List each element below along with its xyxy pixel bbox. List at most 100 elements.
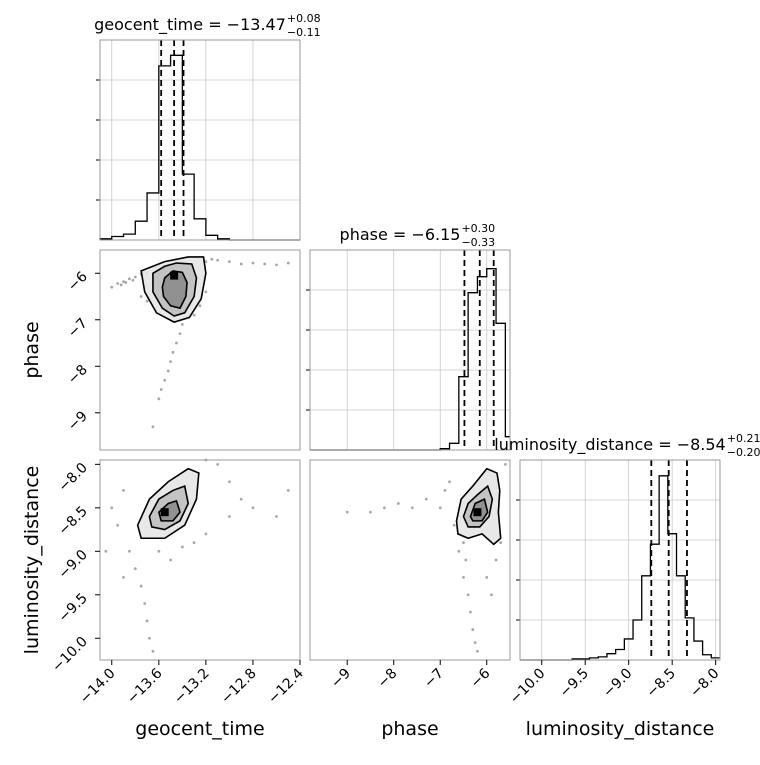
sample-point (239, 497, 243, 501)
sample-point (192, 541, 196, 545)
sample-point (251, 261, 255, 265)
sample-point (410, 506, 414, 510)
sample-point (239, 262, 243, 266)
sample-point (139, 584, 143, 588)
sample-point (133, 567, 137, 571)
ytick-label: −8.0 (55, 460, 90, 495)
sample-point (157, 397, 161, 401)
sample-point (171, 350, 175, 354)
hist-title-luminosity_distance: luminosity_distance = −8.54 (494, 435, 725, 455)
sample-point (466, 593, 470, 597)
hist-title-geocent_time: geocent_time = −13.47 (94, 15, 286, 35)
sample-point (228, 515, 231, 518)
yaxis-label-phase: phase (21, 321, 43, 378)
hist-title-sup-geocent_time: +0.08 (287, 12, 321, 25)
sample-point (216, 462, 220, 466)
density-peak (160, 508, 169, 517)
sample-point (383, 506, 386, 510)
sample-point (104, 549, 108, 553)
sample-point (228, 480, 231, 484)
sample-point (119, 283, 123, 287)
xtick-label: −10.0 (507, 666, 549, 708)
sample-point (116, 523, 120, 527)
sample-point (489, 593, 493, 597)
sample-point (228, 260, 231, 264)
hist-title-sup-luminosity_distance: +0.21 (727, 432, 760, 445)
yaxis-luminosity_distance: −8.0 −8.5 −9.0 −9.5 −10.0 luminosity_distance (21, 460, 100, 676)
sample-point (462, 575, 465, 579)
histogram-step-luminosity_distance (520, 475, 720, 661)
sample-point (180, 323, 184, 326)
xtick-label: −13.6 (124, 665, 166, 707)
sample-point (286, 261, 290, 265)
sample-point (166, 369, 170, 373)
sample-point (204, 260, 208, 264)
sample-point (180, 545, 184, 549)
xaxis-label-phase: phase (381, 718, 438, 740)
sample-point (175, 341, 178, 345)
yaxis-phase: −6 −7 −8 −9 phase (21, 269, 100, 434)
sample-point (345, 510, 349, 514)
xaxis-luminosity_distance: −10.0 −9.5 −9.0 −8.5 −8.0 luminosity_distance (507, 660, 722, 740)
ytick-label: −10.0 (49, 634, 91, 676)
sample-point (169, 558, 172, 562)
sample-point (145, 619, 149, 623)
sample-point (369, 510, 372, 514)
density-peak (473, 508, 482, 517)
sample-point (122, 280, 125, 284)
hist-title-sub-phase: −0.33 (461, 236, 495, 249)
sample-point (443, 489, 447, 492)
yaxis-label-luminosity_distance: luminosity_distance (21, 466, 43, 655)
hist-title-sub-luminosity_distance: −0.20 (727, 446, 760, 459)
sample-point (275, 263, 278, 267)
sample-point (462, 541, 465, 545)
xaxis-phase: −9 −8 −7 −6 phase (328, 660, 494, 740)
hist-luminosity_distance-frame (519, 459, 721, 661)
xtick-label: −8.5 (644, 666, 679, 701)
sample-point (499, 541, 503, 545)
sample-point (145, 299, 149, 303)
sample-point (139, 295, 143, 298)
sample-point (159, 388, 163, 391)
sample-point (503, 462, 507, 466)
xtick-label: −12.4 (265, 665, 307, 707)
contour-geocent_time-luminosity_distance-frame (99, 459, 301, 661)
sample-point (485, 575, 489, 579)
sample-point (151, 649, 155, 653)
xtick-label: −12.8 (218, 666, 260, 708)
contour-phase-luminosity_distance-frame (309, 459, 511, 661)
sample-point (110, 285, 114, 289)
sample-point (116, 282, 120, 285)
ytick-label: −9.5 (55, 590, 90, 625)
hist-geocent_time: geocent_time = −13.47 +0.08−0.11 (94, 12, 321, 241)
sample-point (122, 489, 125, 492)
hist-phase: phase = −6.15 +0.30−0.33 (306, 222, 510, 451)
sample-point (263, 262, 267, 266)
sample-point (275, 515, 278, 518)
density-peak (170, 271, 179, 280)
contour-geocent_time-phase (100, 250, 300, 450)
hist-title-sub-geocent_time: −0.11 (287, 26, 321, 39)
sample-point (122, 575, 125, 579)
contour-geocent_time-phase-frame (99, 249, 301, 451)
sample-point (476, 649, 479, 653)
sample-point (471, 628, 475, 631)
ytick-label: −7 (65, 315, 91, 341)
sample-point (148, 636, 151, 640)
sample-point (494, 558, 498, 562)
sample-point (128, 277, 131, 281)
sample-point (216, 258, 220, 262)
sample-point (198, 304, 202, 308)
xtick-label: −13.2 (171, 666, 213, 708)
sample-point (128, 549, 131, 553)
xaxis-label-luminosity_distance: luminosity_distance (526, 718, 715, 740)
xtick-label: −6 (468, 665, 494, 691)
sample-point (438, 506, 442, 510)
sample-point (110, 506, 114, 510)
sample-point (424, 497, 428, 501)
sample-point (157, 549, 161, 553)
sample-point (143, 602, 147, 605)
sample-point (457, 549, 461, 553)
